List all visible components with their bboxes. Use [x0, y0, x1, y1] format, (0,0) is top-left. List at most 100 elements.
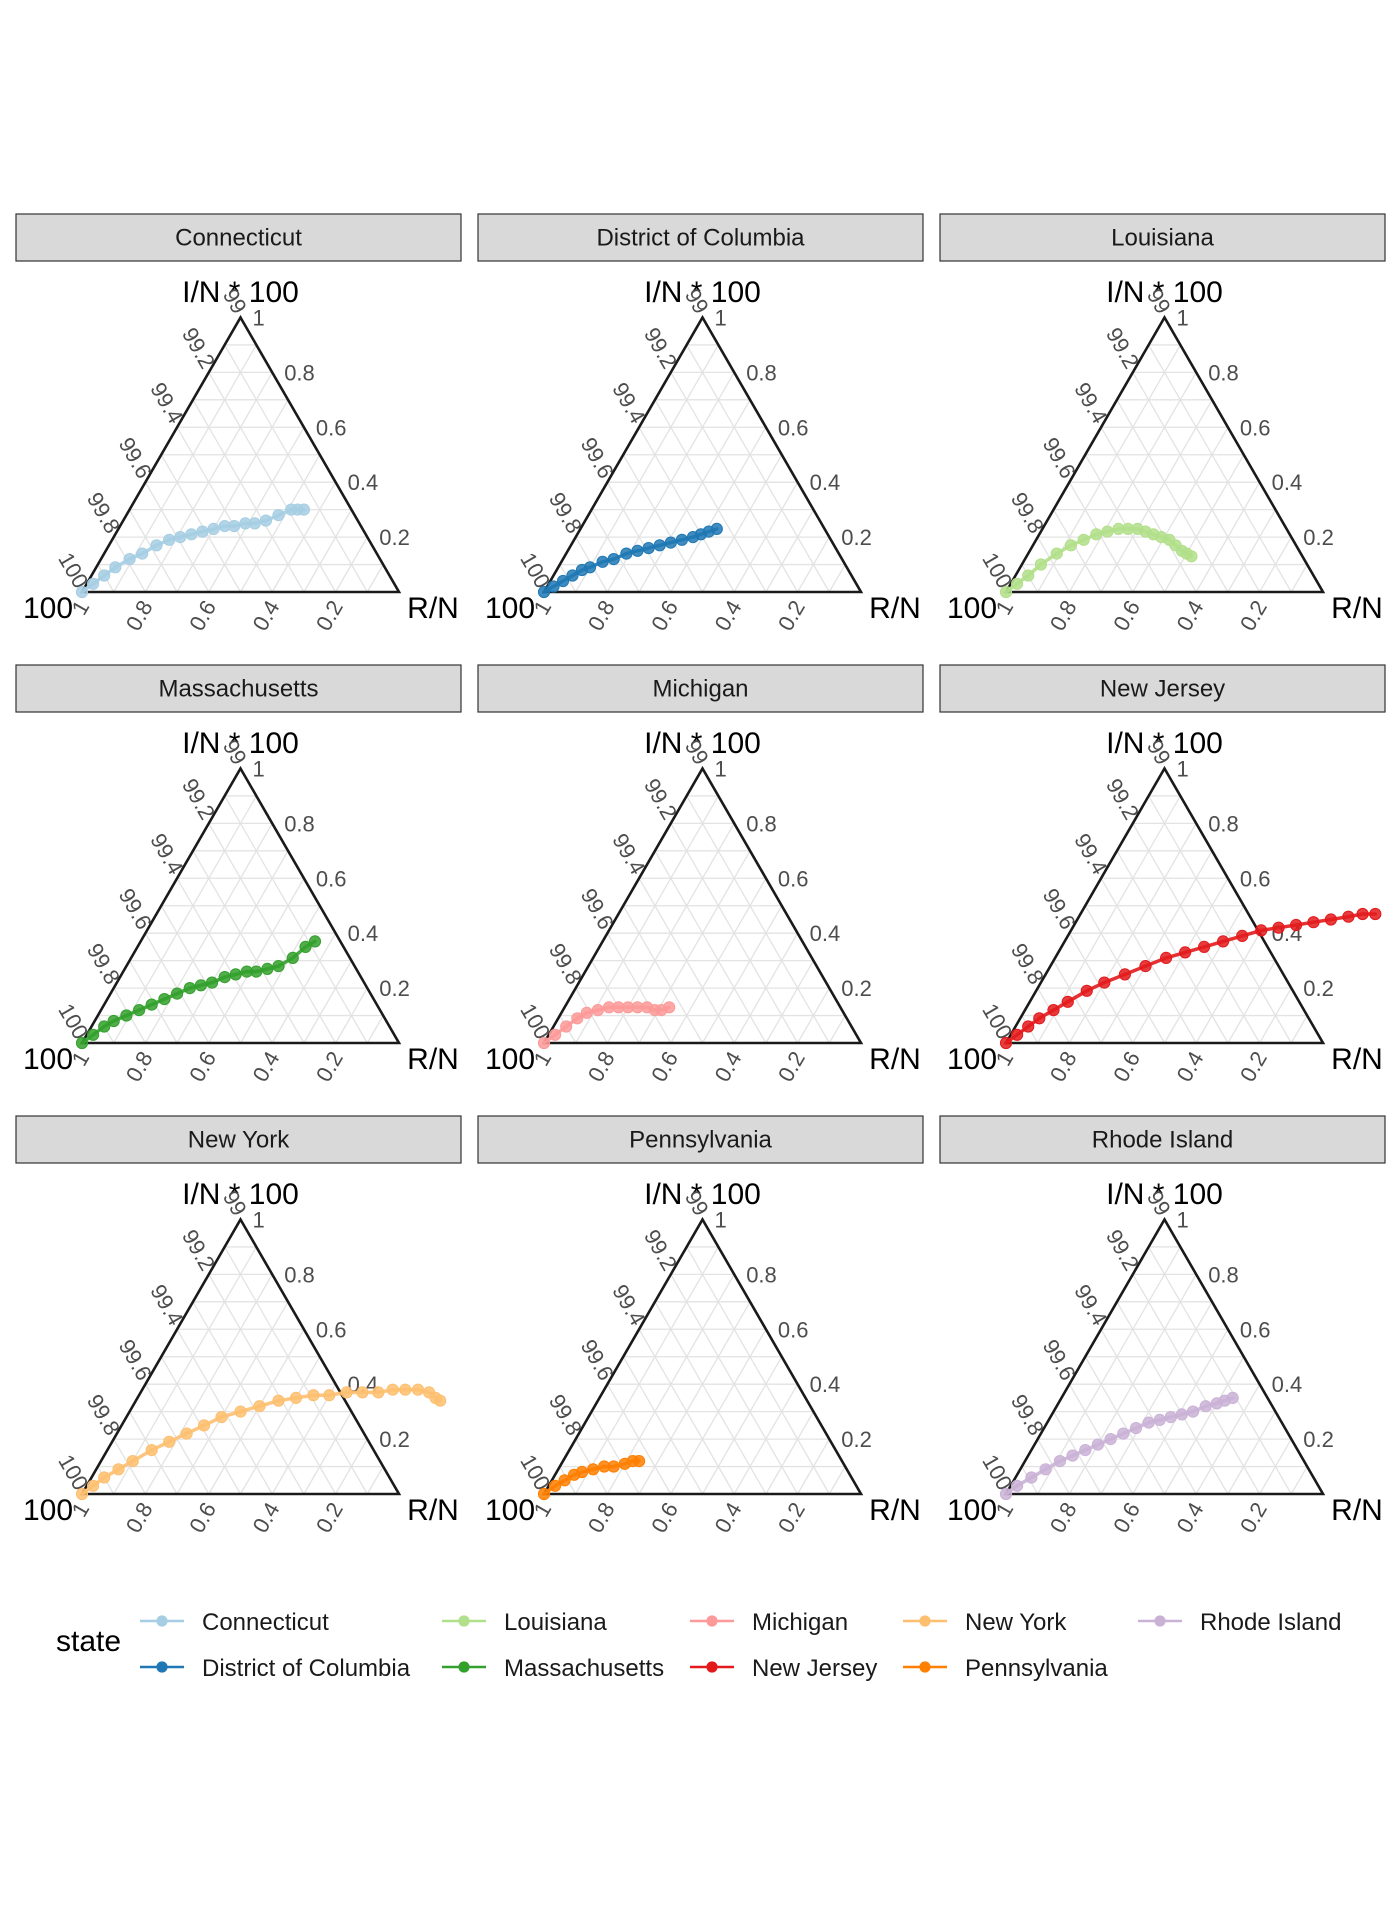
data-point [1342, 910, 1355, 923]
panel-pennsylvania: Pennsylvania I/N * 100 100 R/N 1 0.8 0.6 0.4 0.2… [477, 1115, 924, 1537]
gridline [1052, 960, 1102, 1044]
gridline [828, 1015, 846, 1044]
tick-label-left: 100 [53, 999, 93, 1043]
data-point [1199, 1400, 1212, 1413]
gridline [160, 454, 242, 593]
data-point [145, 998, 158, 1011]
data-point [1236, 929, 1249, 943]
data-point [158, 993, 171, 1006]
data-point [1079, 1444, 1092, 1457]
data-point [1226, 1391, 1239, 1405]
data-point [1198, 940, 1211, 954]
axis-title-top: I/N * 100 [1106, 276, 1223, 309]
strip-label: Louisiana [1111, 225, 1214, 252]
data-point [631, 544, 644, 557]
tick-label-left: 100 [53, 548, 93, 592]
tick-label-bottom: 0.6 [646, 1498, 683, 1537]
legend-item-connecticut: Connecticut [140, 1609, 329, 1636]
data-point [1117, 1427, 1130, 1440]
axis-title-right: R/N [1331, 1494, 1383, 1527]
tick-label-right: 0.8 [746, 360, 777, 385]
data-point [1077, 533, 1090, 546]
legend-item-new-jersey: New Jersey [690, 1655, 877, 1682]
tick-label-right: 1 [253, 1207, 265, 1232]
tick-label-right: 0.6 [1240, 1317, 1271, 1342]
tick-label-right: 1 [1177, 305, 1189, 330]
strip-label: Rhode Island [1092, 1127, 1233, 1154]
data-point [663, 1001, 676, 1014]
tick-label-right: 0.8 [1208, 360, 1239, 385]
data-point [185, 528, 198, 541]
data-point [112, 1463, 125, 1476]
strip-label: District of Columbia [596, 225, 805, 252]
tick-label-right: 0.6 [1240, 866, 1271, 891]
data-point [205, 976, 219, 989]
data-point [620, 547, 633, 560]
axis-title-top: I/N * 100 [644, 1178, 761, 1211]
data-point [575, 1465, 589, 1479]
axis-title-top: I/N * 100 [182, 727, 299, 760]
data-point [607, 1460, 620, 1473]
gridline [765, 509, 815, 593]
legend-item-pennsylvania: Pennsylvania [903, 1655, 1108, 1682]
tick-label-bottom: 0.4 [710, 1047, 747, 1086]
gridline [638, 877, 735, 1044]
legend-key-point [919, 1661, 931, 1673]
data-point [587, 1463, 600, 1476]
gridline [828, 564, 846, 593]
data-point [145, 1444, 158, 1457]
legend-item-rhode-island: Rhode Island [1138, 1609, 1341, 1636]
tick-label-right: 0.6 [316, 866, 347, 891]
tick-label-bottom: 0.2 [1235, 1498, 1272, 1537]
data-point [197, 1419, 211, 1432]
gridline [686, 795, 830, 1044]
strip-label: New York [188, 1127, 290, 1154]
tick-label-bottom: 0.6 [646, 596, 683, 635]
panel-massachusetts: Massachusetts I/N * 100 100 R/N 1 0.8 0.6 0.4 0.… [15, 664, 462, 1086]
data-point [549, 1479, 562, 1492]
data-point [1272, 921, 1285, 934]
panel-new-jersey: New Jersey I/N * 100 100 R/N 1 0.8 0.6 0.4 0.2 0.… [939, 664, 1386, 1086]
data-point [710, 522, 723, 536]
data-point [399, 1383, 412, 1396]
data-point [272, 508, 285, 522]
tick-label-bottom: 0.8 [1045, 1498, 1082, 1537]
data-point [1025, 1471, 1038, 1484]
axis-title-top: I/N * 100 [182, 276, 299, 309]
gridline [176, 426, 273, 593]
tick-label-right: 0.4 [348, 470, 379, 495]
data-point [356, 1386, 369, 1399]
gridlines [1021, 795, 1308, 1044]
gridline [1116, 850, 1229, 1044]
data-point [126, 1455, 139, 1468]
gridline [1037, 1246, 1181, 1495]
axis-title-right: R/N [869, 1494, 921, 1527]
gridline [224, 1246, 368, 1495]
gridline [1163, 1356, 1245, 1495]
data-point [537, 585, 551, 599]
triangle-outline [79, 765, 402, 1045]
gridline [575, 344, 719, 593]
data-point [1139, 960, 1152, 973]
tick-label-bottom: 0.4 [248, 1498, 285, 1537]
tick-label-right: 0.2 [1303, 976, 1334, 1001]
gridline [1227, 509, 1277, 593]
data-point [386, 1383, 399, 1396]
data-point [1047, 1004, 1060, 1017]
axis-title-top: I/N * 100 [182, 1178, 299, 1211]
gridline [1148, 795, 1292, 1044]
data-point [1066, 1449, 1079, 1462]
gridline [1068, 932, 1134, 1044]
gridline [590, 960, 640, 1044]
gridline [1100, 877, 1197, 1044]
gridline [224, 795, 368, 1044]
legend-key-point [156, 1661, 168, 1673]
triangle-outline [541, 314, 864, 594]
gridline [176, 877, 273, 1044]
gridline [224, 344, 368, 593]
tick-label-bottom: 0.4 [248, 596, 285, 635]
data-point [272, 1394, 285, 1407]
data-point [163, 533, 176, 546]
gridline [638, 1301, 751, 1495]
